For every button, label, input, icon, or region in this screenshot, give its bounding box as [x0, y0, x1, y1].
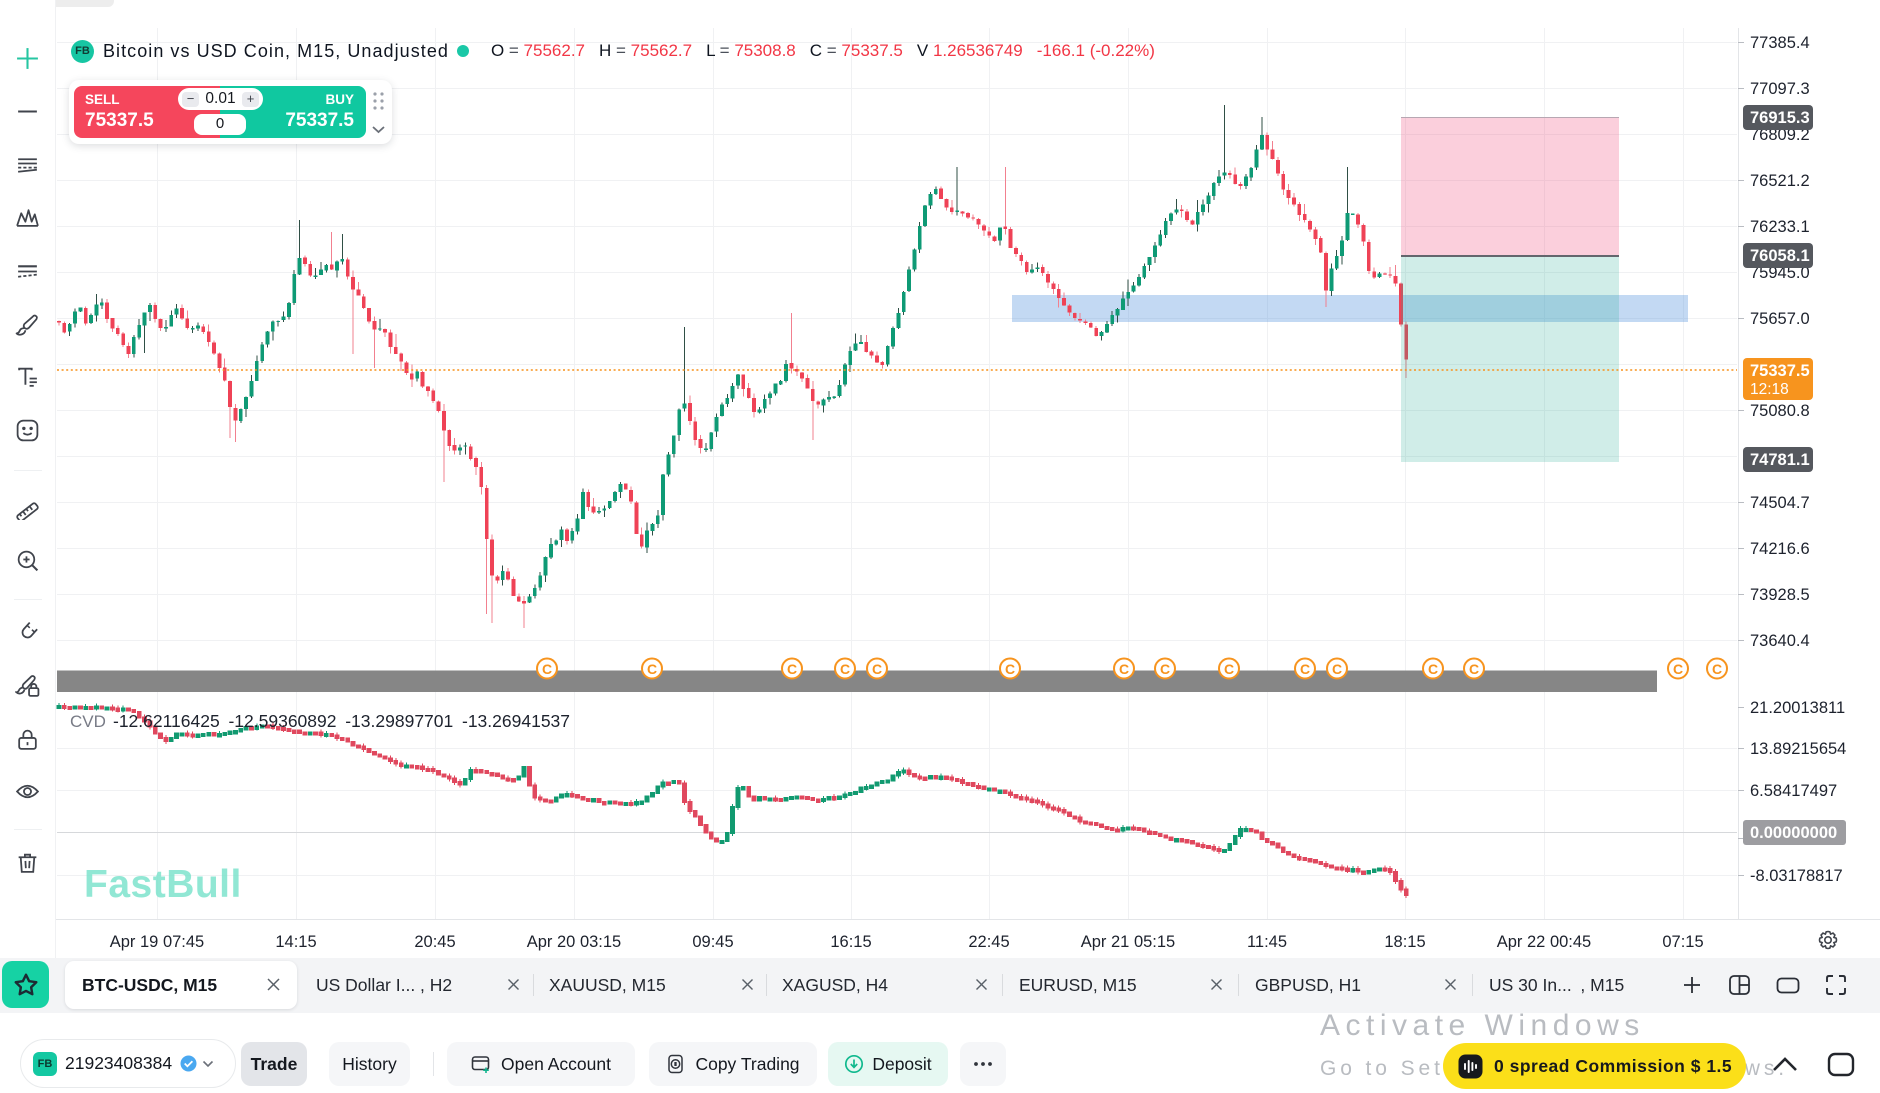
svg-text:C: C — [1119, 661, 1129, 677]
svg-text:C: C — [542, 661, 552, 677]
svg-text:73928.5: 73928.5 — [1750, 586, 1810, 604]
svg-text:13.89215654: 13.89215654 — [1750, 740, 1846, 758]
svg-text:C: C — [1300, 661, 1310, 677]
svg-text:76915.3: 76915.3 — [1750, 109, 1810, 127]
svg-text:16:15: 16:15 — [830, 933, 871, 951]
svg-text:-12.62116425 -12.59360892 -13.: -12.62116425 -12.59360892 -13.29897701 -… — [113, 711, 570, 731]
svg-text:12:18: 12:18 — [1750, 381, 1789, 398]
svg-text:C: C — [787, 661, 797, 677]
svg-text:18:15: 18:15 — [1384, 933, 1425, 951]
svg-text:-8.03178817: -8.03178817 — [1750, 867, 1843, 885]
svg-text:77385.4: 77385.4 — [1750, 34, 1810, 52]
svg-text:Apr 22 00:45: Apr 22 00:45 — [1497, 933, 1592, 951]
svg-text:73640.4: 73640.4 — [1750, 632, 1810, 650]
svg-text:C: C — [1005, 661, 1015, 677]
svg-text:14:15: 14:15 — [275, 933, 316, 951]
svg-text:74216.6: 74216.6 — [1750, 540, 1810, 558]
svg-text:C: C — [1712, 661, 1722, 677]
svg-text:76521.2: 76521.2 — [1750, 172, 1810, 190]
svg-text:11:45: 11:45 — [1247, 933, 1287, 951]
svg-text:76058.1: 76058.1 — [1750, 247, 1810, 265]
svg-text:07:15: 07:15 — [1662, 933, 1703, 951]
svg-text:6.58417497: 6.58417497 — [1750, 782, 1837, 800]
svg-text:C: C — [1224, 661, 1234, 677]
svg-text:76809.2: 76809.2 — [1750, 126, 1810, 144]
svg-text:09:45: 09:45 — [692, 933, 733, 951]
svg-text:C: C — [872, 661, 882, 677]
svg-text:C: C — [1428, 661, 1438, 677]
svg-text:75337.5: 75337.5 — [1750, 362, 1810, 380]
svg-text:21.20013811: 21.20013811 — [1750, 699, 1845, 717]
svg-text:Apr 21 05:15: Apr 21 05:15 — [1081, 933, 1176, 951]
svg-text:Apr 19 07:45: Apr 19 07:45 — [110, 933, 205, 951]
svg-text:C: C — [840, 661, 850, 677]
svg-text:C: C — [1332, 661, 1342, 677]
svg-text:C: C — [1469, 661, 1479, 677]
svg-text:75657.0: 75657.0 — [1750, 310, 1810, 328]
svg-text:Apr 20 03:15: Apr 20 03:15 — [527, 933, 622, 951]
svg-text:FastBull: FastBull — [84, 863, 242, 906]
svg-text:77097.3: 77097.3 — [1750, 80, 1810, 98]
svg-text:0.00000000: 0.00000000 — [1750, 824, 1837, 842]
svg-text:74504.7: 74504.7 — [1750, 494, 1810, 512]
svg-text:C: C — [647, 661, 657, 677]
svg-text:75080.8: 75080.8 — [1750, 402, 1810, 420]
svg-text:76233.1: 76233.1 — [1750, 218, 1810, 236]
svg-text:22:45: 22:45 — [968, 933, 1009, 951]
svg-text:CVD: CVD — [70, 712, 106, 731]
svg-text:C: C — [1673, 661, 1683, 677]
svg-text:20:45: 20:45 — [414, 933, 455, 951]
svg-text:75945.0: 75945.0 — [1750, 264, 1810, 282]
svg-text:74781.1: 74781.1 — [1750, 451, 1810, 469]
svg-text:C: C — [1160, 661, 1170, 677]
